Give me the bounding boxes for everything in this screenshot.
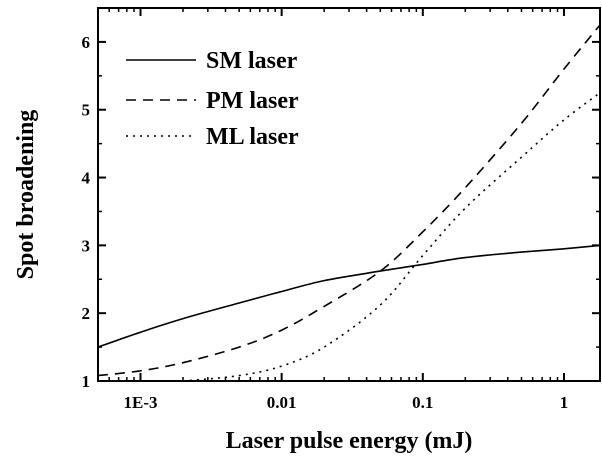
axis-ticks <box>97 8 600 382</box>
y-tick-label: 1 <box>82 372 91 391</box>
x-tick-label: 0.1 <box>412 393 433 412</box>
series-line-sm-laser <box>97 244 601 348</box>
x-tick-label: 1 <box>560 393 569 412</box>
y-tick-label: 6 <box>82 33 91 52</box>
y-tick-label: 2 <box>82 304 91 323</box>
plot-frame <box>97 7 601 382</box>
y-tick-label: 3 <box>82 236 91 255</box>
legend-label-pm-laser: PM laser <box>206 88 299 114</box>
y-axis-label: Spot broadening <box>13 110 39 280</box>
legend: SM laser PM laser ML laser <box>126 48 299 150</box>
series-line-ml-laser <box>182 92 601 382</box>
legend-label-ml-laser: ML laser <box>206 124 299 150</box>
x-tick-label: 0.01 <box>267 393 297 412</box>
y-tick-label: 4 <box>82 169 91 188</box>
legend-label-sm-laser: SM laser <box>206 48 298 74</box>
series-line-pm-laser <box>97 24 601 377</box>
axis-tick-labels: 1E-3 0.01 0.1 1 1 2 3 4 5 6 <box>82 33 569 412</box>
x-tick-label: 1E-3 <box>123 393 157 412</box>
x-axis-label: Laser pulse energy (mJ) <box>226 428 473 454</box>
plot-area <box>97 24 601 382</box>
y-tick-label: 5 <box>82 101 91 120</box>
